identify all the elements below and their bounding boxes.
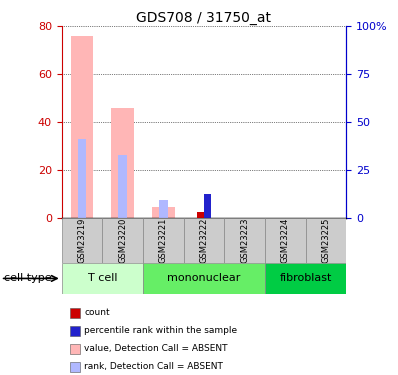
Bar (102, 217, 143, 262)
Text: GSM23224: GSM23224 (281, 217, 290, 262)
Text: GSM23223: GSM23223 (240, 217, 249, 263)
Text: percentile rank within the sample: percentile rank within the sample (84, 326, 238, 335)
Bar (71, 36, 93, 218)
Bar (152, 207, 174, 218)
Bar (159, 200, 168, 217)
Text: T cell: T cell (88, 273, 117, 284)
Text: GSM23225: GSM23225 (322, 217, 330, 262)
Bar (204, 194, 211, 217)
Bar (143, 217, 183, 262)
Text: value, Detection Call = ABSENT: value, Detection Call = ABSENT (84, 344, 228, 353)
Bar (78, 139, 86, 218)
Text: fibroblast: fibroblast (279, 273, 332, 284)
Text: count: count (84, 308, 110, 317)
Text: GSM23221: GSM23221 (159, 217, 168, 262)
Bar (224, 217, 265, 262)
Text: mononuclear: mononuclear (167, 273, 241, 284)
Bar (111, 108, 134, 218)
Bar (62, 217, 102, 262)
Title: GDS708 / 31750_at: GDS708 / 31750_at (137, 11, 271, 25)
Text: cell type: cell type (4, 273, 52, 284)
Bar (306, 217, 346, 262)
Text: rank, Detection Call = ABSENT: rank, Detection Call = ABSENT (84, 362, 223, 371)
Bar (183, 217, 224, 262)
Text: GSM23222: GSM23222 (199, 217, 209, 262)
Text: GSM23219: GSM23219 (78, 217, 86, 262)
Bar (143, 262, 265, 294)
Bar (118, 155, 127, 218)
Bar (265, 217, 306, 262)
Text: GSM23220: GSM23220 (118, 217, 127, 262)
Bar (265, 262, 346, 294)
Bar (199, 211, 209, 217)
Bar (62, 262, 143, 294)
Bar (197, 211, 204, 217)
